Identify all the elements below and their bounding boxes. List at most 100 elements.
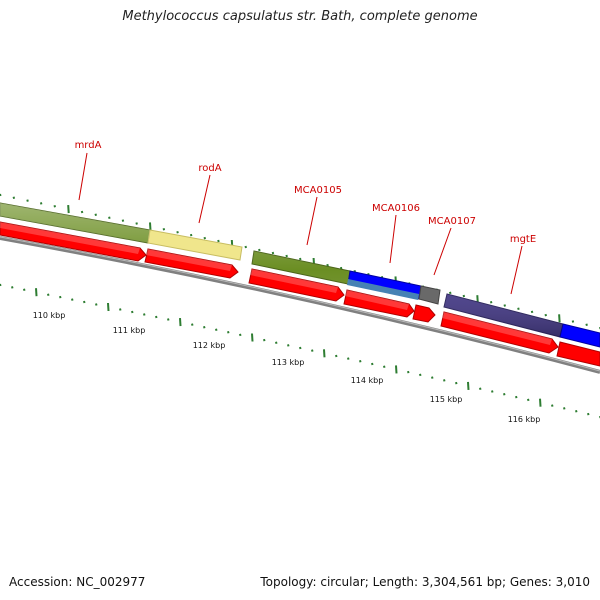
gene-label-MCA0105: MCA0105 [294,185,342,196]
minor-tick [191,323,194,326]
inner-tick-ring [0,283,600,419]
cds-arrow-2 [144,248,239,279]
minor-tick [571,320,575,323]
minor-tick [479,387,482,390]
minor-tick [11,286,14,289]
minor-tick [347,357,350,360]
cds-arrow-3 [248,268,345,302]
minor-tick [215,328,218,332]
leader-line-mgtE [510,245,523,295]
minor-tick [119,308,122,311]
minor-tick [143,313,146,316]
minor-tick [311,349,314,352]
feature-bar-MCA0106-b [347,279,419,300]
kbp-label-113: 113 kbp [272,358,305,367]
minor-tick [489,301,493,304]
minor-tick [285,254,288,258]
major-tick [539,398,542,407]
minor-tick [503,393,506,396]
minor-tick [383,365,386,368]
minor-tick [449,291,452,295]
minor-tick [121,219,125,222]
minor-tick [335,354,338,358]
feature-bar-MCA0107 [418,285,441,305]
leader-line-MCA0107 [433,227,452,276]
feature-shading [0,203,563,337]
minor-tick [326,263,329,267]
minor-tick [239,333,242,337]
major-tick [149,222,152,231]
minor-tick [258,248,261,252]
major-tick [251,333,254,342]
minor-tick [0,193,2,197]
map-title: Methylococcus capsulatus str. Bath, comp… [122,9,478,24]
minor-tick [162,228,166,231]
minor-tick [587,412,590,416]
major-tick [395,365,398,374]
minor-tick [26,199,29,202]
minor-tick [287,344,290,347]
minor-tick [371,362,374,366]
minor-tick [359,360,362,363]
leader-line-MCA0105 [306,196,318,246]
major-tick [467,381,470,390]
minor-tick [443,379,446,382]
cds-arrow-4 [343,289,415,318]
accession-text: Accession: NC_002977 [9,575,146,589]
backbone-ring [0,236,600,374]
minor-tick [455,381,458,385]
minor-tick [80,210,84,214]
minor-tick [47,293,50,296]
minor-tick [563,407,566,410]
major-tick [67,205,70,214]
cds-arrow-6 [440,311,559,354]
minor-tick [176,230,179,234]
gene-label-MCA0107: MCA0107 [428,216,476,227]
feature-bar-rodA [147,229,243,261]
minor-tick [517,307,520,310]
major-tick [558,314,561,323]
major-tick [107,302,110,312]
cds-arrow-5 [412,304,436,323]
minor-tick [83,300,86,304]
minor-tick [95,303,98,306]
minor-tick [271,251,275,255]
gene-label-mrdA: mrdA [75,140,102,151]
major-tick [323,349,326,358]
leader-line-rodA [198,174,211,224]
gene-label-MCA0106: MCA0106 [372,203,420,214]
minor-tick [135,222,138,225]
kbp-label-114: 114 kbp [351,376,384,385]
minor-tick [575,410,578,413]
minor-tick [544,313,547,317]
minor-tick [203,236,206,240]
kbp-label-110: 110 kbp [33,311,66,320]
gene-label-rodA: rodA [198,163,221,174]
kbp-label-116: 116 kbp [508,415,541,424]
minor-tick [527,398,530,402]
minor-tick [462,294,466,298]
minor-tick [299,346,302,350]
minor-tick [419,373,422,377]
minor-tick [94,213,97,217]
minor-tick [530,310,534,314]
minor-tick [155,315,158,319]
leader-line-MCA0106 [389,214,397,264]
minor-tick [491,390,494,393]
leader-line-mrdA [78,152,88,201]
cds-arrow-1 [0,221,147,262]
minor-tick [71,298,74,301]
minor-tick [108,216,111,219]
minor-tick [299,257,302,261]
minor-tick [203,325,206,329]
minor-tick [407,370,410,374]
minor-tick [551,404,554,407]
minor-tick [167,318,170,321]
minor-tick [59,295,62,299]
minor-tick [39,202,43,205]
major-tick [35,288,38,297]
cds-arrow-7 [556,341,600,367]
minor-tick [503,304,506,307]
kbp-label-115: 115 kbp [430,395,463,404]
minor-tick [217,239,220,243]
